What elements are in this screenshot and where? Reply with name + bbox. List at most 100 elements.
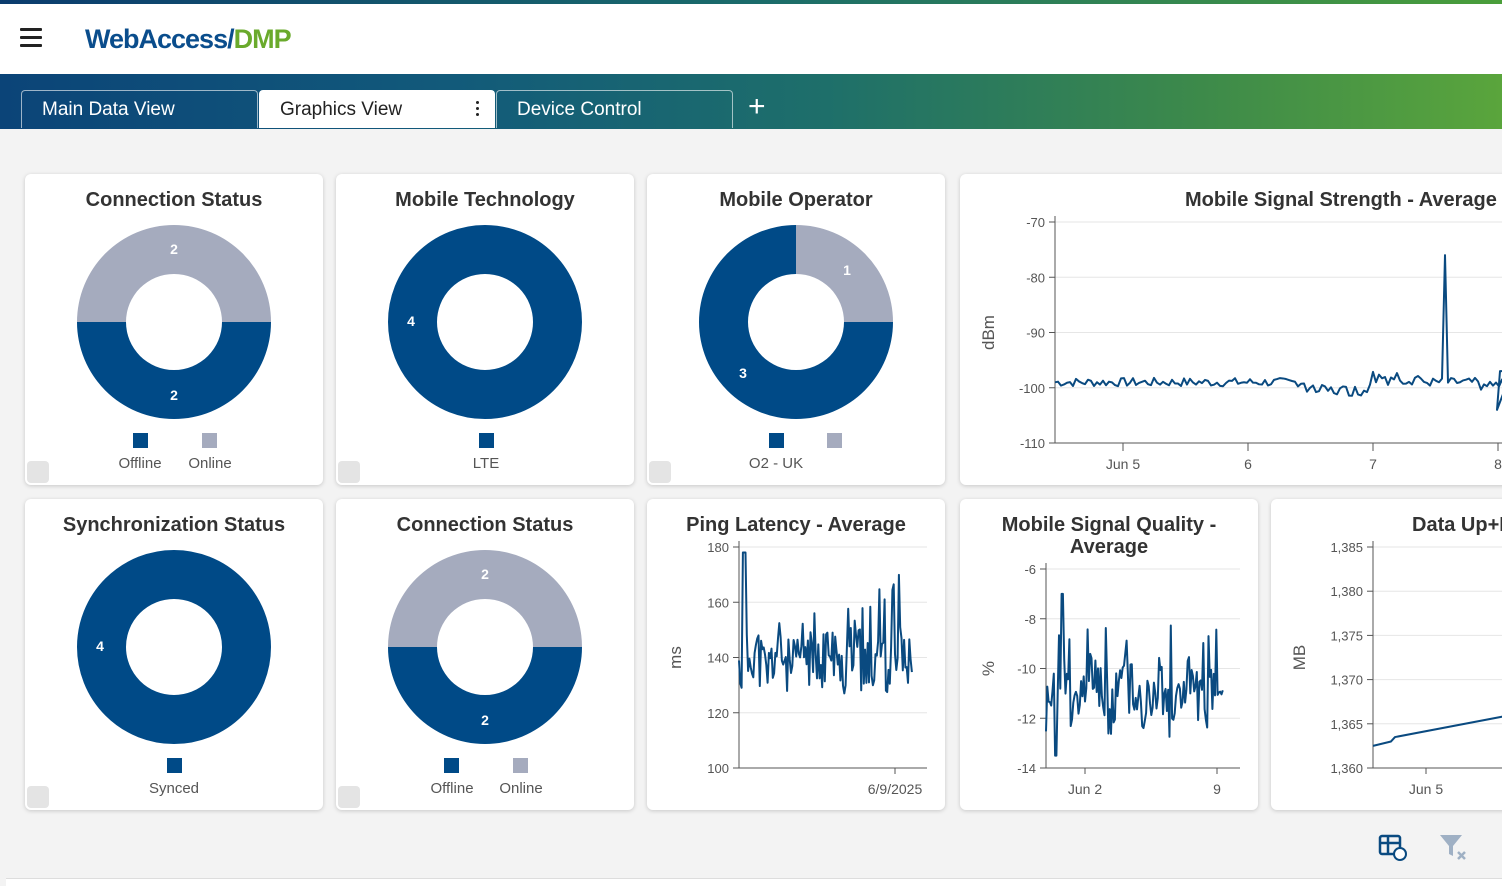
clear-filter-icon[interactable] xyxy=(1438,832,1468,862)
table-view-icon[interactable] xyxy=(27,786,49,808)
table-refresh-icon[interactable] xyxy=(1378,832,1408,862)
donut-chart: 22 xyxy=(388,550,582,773)
series-line xyxy=(738,551,913,695)
x-tick-label: 7 xyxy=(1369,456,1377,472)
y-tick-label: 180 xyxy=(707,540,729,555)
donut-chart: 22 xyxy=(77,225,271,448)
y-tick-label: -80 xyxy=(1026,270,1045,285)
x-tick-label: 8 xyxy=(1494,456,1502,472)
tab-label: Device Control xyxy=(517,99,642,120)
tab-graphics-view[interactable]: Graphics View xyxy=(259,90,495,128)
tab-label: Main Data View xyxy=(42,99,175,120)
donut-slice xyxy=(388,647,582,744)
y-tick-label: 1,370 xyxy=(1330,673,1363,688)
legend-label-offline: Offline xyxy=(430,780,474,797)
y-axis-label: % xyxy=(979,661,998,676)
table-view-icon[interactable] xyxy=(338,461,360,483)
y-tick-label: 1,385 xyxy=(1330,540,1363,555)
y-tick-label: 1,365 xyxy=(1330,717,1363,732)
widget-title: Data Up+I xyxy=(1412,514,1502,536)
widget-title: Mobile Operator xyxy=(719,189,873,211)
app-header: WebAccess/DMP xyxy=(0,4,1502,74)
add-tab-button[interactable]: + xyxy=(748,90,766,123)
y-tick-label: -12 xyxy=(1017,711,1036,726)
widget-mobile-technology: Mobile Technology 4 LTE xyxy=(336,174,634,485)
donut-slice-label: 1 xyxy=(843,262,851,278)
y-tick-label: 1,360 xyxy=(1330,761,1363,776)
legend-label-o2-uk: O2 - UK xyxy=(748,455,804,472)
line-chart: -6 -8 -10 -12 -14 Jun 2 9% xyxy=(979,562,1240,797)
logo-text-part1: WebAccess/ xyxy=(85,24,235,54)
x-tick-label: Jun 2 xyxy=(1068,781,1102,797)
y-tick-label: 1,380 xyxy=(1330,584,1363,599)
y-tick-label: -14 xyxy=(1017,761,1036,776)
donut-slice-label: 2 xyxy=(170,387,178,403)
donut-slice xyxy=(77,550,271,744)
x-tick-label: Jun 5 xyxy=(1106,456,1140,472)
legend-label-synced: Synced xyxy=(148,780,200,797)
legend-label-offline: Offline xyxy=(118,455,162,472)
table-view-icon[interactable] xyxy=(649,461,671,483)
legend-swatch xyxy=(479,433,494,448)
y-axis-label: dBm xyxy=(979,315,998,350)
widget-title: Mobile Signal Quality - Average xyxy=(1001,514,1217,558)
donut-slice xyxy=(699,225,893,419)
donut-slice xyxy=(77,322,271,419)
legend-label-online: Online xyxy=(188,455,232,472)
logo-text-part2: DMP xyxy=(233,24,292,54)
legend-swatch xyxy=(133,433,148,448)
donut-slice-label: 2 xyxy=(170,241,178,257)
y-axis-label: ms xyxy=(666,646,685,669)
legend-swatch xyxy=(827,433,842,448)
donut-slice-label: 4 xyxy=(96,638,104,654)
legend-swatch xyxy=(769,433,784,448)
tab-bar: Main Data View Graphics View Device Cont… xyxy=(0,74,1502,129)
y-tick-label: -90 xyxy=(1026,326,1045,341)
hamburger-menu-icon[interactable] xyxy=(18,28,44,50)
y-tick-label: -8 xyxy=(1024,612,1036,627)
bottom-panel xyxy=(6,878,1502,886)
x-tick-label: 6 xyxy=(1244,456,1252,472)
donut-chart: 4 xyxy=(388,225,582,448)
widget-title: Connection Status xyxy=(85,189,263,211)
table-view-icon[interactable] xyxy=(338,786,360,808)
donut-slice-label: 2 xyxy=(481,566,489,582)
donut-slice xyxy=(796,225,893,322)
x-tick-label: 9 xyxy=(1213,781,1221,797)
legend-swatch xyxy=(444,758,459,773)
app-logo[interactable]: WebAccess/DMP xyxy=(85,24,292,55)
y-tick-label: -6 xyxy=(1024,562,1036,577)
y-tick-label: -10 xyxy=(1017,662,1036,677)
widget-title: Ping Latency - Average xyxy=(686,514,906,536)
widget-title: Mobile Technology xyxy=(395,189,575,211)
widget-title: Mobile Signal Strength - Average xyxy=(1185,189,1497,211)
widget-mobile-signal-strength: Mobile Signal Strength - Average -70 -80-… xyxy=(960,174,1502,485)
tab-device-control[interactable]: Device Control xyxy=(496,90,733,128)
line-chart: 1,385 1,380 1,375 1,370 1,365 1,360 Jun 5 MB xyxy=(1290,540,1502,797)
bottom-toolbar xyxy=(0,818,1502,885)
top-accent-line xyxy=(0,0,1502,4)
tab-main-data-view[interactable]: Main Data View xyxy=(21,90,258,128)
series-line xyxy=(1054,254,1502,411)
widget-synchronization-status: Synchronization Status 4 Synced xyxy=(25,499,323,810)
y-tick-label: -110 xyxy=(1020,436,1045,451)
widget-title: Connection Status xyxy=(396,514,574,536)
tab-more-icon[interactable] xyxy=(476,101,480,119)
y-tick-label: 160 xyxy=(707,595,729,610)
widget-mobile-signal-quality: Mobile Signal Quality - Average -6 -8 -10-… xyxy=(960,499,1258,810)
donut-slice-label: 4 xyxy=(407,313,415,329)
legend-swatch xyxy=(202,433,217,448)
series-line xyxy=(1045,592,1224,757)
legend-swatch xyxy=(167,758,182,773)
widget-data-up: Data Up+I 1,385 1,380 1,375 1,370 1,365 1,360… xyxy=(1271,499,1502,810)
series-line xyxy=(1372,715,1502,747)
y-axis-label: MB xyxy=(1290,645,1309,671)
table-view-icon[interactable] xyxy=(27,461,49,483)
legend-label-online: Online xyxy=(499,780,543,797)
y-tick-label: 100 xyxy=(707,761,729,776)
donut-slice xyxy=(388,550,582,647)
y-tick-label: 120 xyxy=(707,706,729,721)
legend-label-lte: LTE xyxy=(472,455,500,472)
